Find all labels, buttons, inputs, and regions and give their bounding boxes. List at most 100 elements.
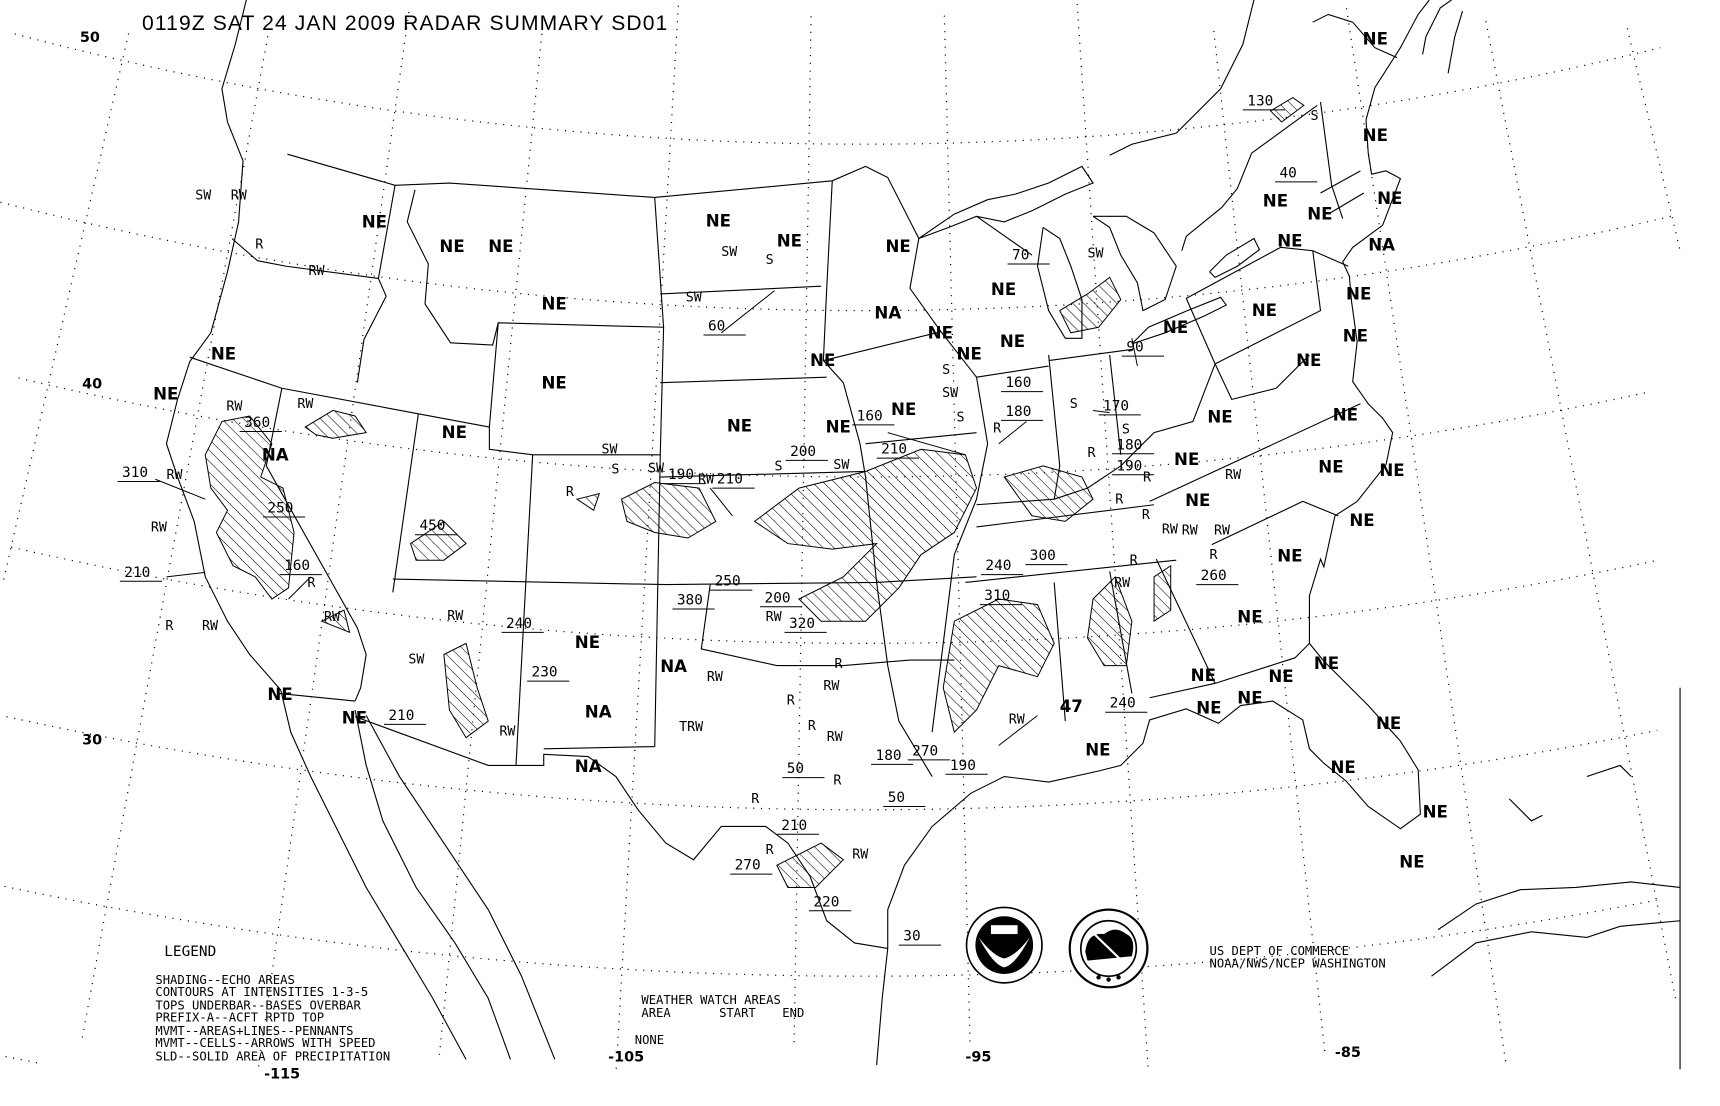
echo-top-value: 170 — [1103, 398, 1129, 414]
echo-top-value: 240 — [1110, 696, 1136, 712]
coverage-code: NE — [1185, 491, 1210, 510]
precip-type-code: SW — [195, 189, 211, 204]
coverage-code: NE — [1296, 351, 1321, 370]
coverage-code: NE — [1163, 318, 1188, 337]
echo-area — [409, 520, 467, 561]
state-boundary — [543, 454, 661, 750]
longitude-line — [615, 5, 679, 1069]
precip-type-code: RW — [324, 610, 340, 625]
echo-area — [620, 482, 717, 539]
echo-top-value: 220 — [813, 894, 839, 910]
echo-top-value: 180 — [1116, 437, 1142, 453]
precip-type-code: RW — [499, 724, 515, 739]
legend-line: PREFIX-A--ACFT RPTD TOP — [155, 1011, 324, 1025]
state-boundary — [660, 470, 866, 478]
state-boundary — [1319, 101, 1344, 219]
latitude-label: 50 — [80, 30, 100, 46]
coverage-code: NE — [1263, 191, 1288, 210]
leader-line — [998, 421, 1027, 445]
precip-type-code: R — [833, 773, 841, 788]
state-boundary — [277, 692, 356, 702]
longitude-line — [3, 27, 131, 580]
echo-top-value: 210 — [124, 565, 150, 581]
coverage-code: NE — [153, 384, 178, 403]
coverage-code: NA — [874, 303, 901, 322]
coverage-code: NE — [1343, 327, 1368, 346]
echo-area — [1086, 575, 1133, 667]
coverage-code: NE — [542, 295, 567, 314]
echo-top-value: 260 — [1201, 568, 1227, 584]
precip-type-code: SW — [648, 462, 664, 477]
coverage-code: NA — [262, 445, 289, 464]
coastline — [165, 0, 467, 1060]
coverage-code: NE — [1277, 231, 1302, 250]
leader-line — [709, 487, 733, 517]
coverage-code: NE — [727, 417, 752, 436]
coverage-code: NE — [542, 373, 567, 392]
coastline — [1508, 798, 1543, 822]
echo-top-value: 180 — [1005, 404, 1031, 420]
state-boundary — [823, 331, 942, 362]
coverage-code: NE — [1314, 654, 1339, 673]
echo-area — [304, 409, 368, 439]
coverage-code: NE — [1237, 607, 1262, 626]
precip-type-code: S — [942, 363, 950, 378]
precip-type-code: RW — [823, 679, 839, 694]
coverage-code: NA — [1368, 236, 1395, 255]
coastline — [365, 715, 556, 1060]
lake-shoreline — [1036, 226, 1083, 339]
lake-shoreline — [1209, 237, 1261, 279]
lake-shoreline — [1131, 296, 1228, 345]
state-boundary — [909, 238, 989, 733]
map-title: 0119Z SAT 24 JAN 2009 RADAR SUMMARY SD01 — [142, 12, 668, 35]
coverage-code: NE — [575, 633, 600, 652]
precip-type-code: S — [766, 253, 774, 268]
echo-top-value: 210 — [881, 442, 907, 458]
precip-type-code: S — [1070, 397, 1078, 412]
latitude-line — [0, 201, 1673, 312]
watch-heading: WEATHER WATCH AREAS — [641, 993, 780, 1007]
state-boundary — [1312, 250, 1349, 267]
echo-area — [575, 492, 600, 512]
coverage-code: NE — [991, 280, 1016, 299]
coverage-code: NE — [362, 212, 387, 231]
coastline — [1312, 13, 1398, 59]
precip-type-code: RW — [202, 619, 218, 634]
state-boundary — [515, 454, 534, 766]
lake-shoreline — [1181, 152, 1253, 251]
cell-movement-arrow — [998, 715, 1038, 746]
coastline — [1586, 764, 1632, 778]
echo-top-value: 190 — [1116, 458, 1142, 474]
precip-type-code: RW — [308, 264, 324, 279]
legend-line: SHADING--ECHO AREAS — [155, 973, 294, 987]
precip-type-code: SW — [833, 458, 849, 473]
legend-line: TOPS UNDERBAR--BASES OVERBAR — [155, 998, 361, 1012]
state-boundary — [1149, 643, 1310, 699]
echo-area — [753, 448, 978, 622]
coverage-code: NE — [1379, 461, 1404, 480]
longitude-line — [1076, 3, 1149, 1067]
precip-type-code: R — [751, 792, 759, 807]
coverage-code: NE — [1207, 408, 1232, 427]
state-boundary — [1149, 403, 1361, 502]
echo-area — [204, 415, 295, 600]
coverage-code: NE — [1085, 740, 1110, 759]
nws-logo — [1068, 908, 1149, 989]
agency-line: NOAA/NWS/NCEP WASHINGTON — [1210, 956, 1386, 970]
coverage-code: NE — [928, 323, 953, 342]
noaa-logo — [965, 906, 1043, 984]
latitude-line — [4, 885, 1657, 977]
state-boundary — [1320, 170, 1361, 194]
coverage-code: NE — [1376, 714, 1401, 733]
echo-top-value: 160 — [284, 558, 310, 574]
echo-top-value: 190 — [668, 467, 694, 483]
precip-type-code: S — [957, 411, 965, 426]
agency-line: US DEPT OF COMMERCE — [1210, 944, 1349, 958]
longitude-label: -85 — [1335, 1045, 1361, 1061]
precip-type-code: R — [834, 657, 842, 672]
coastline — [1447, 10, 1464, 74]
coastline — [1422, 0, 1452, 55]
leader-line — [1131, 338, 1138, 367]
echo-top-value: 40 — [1279, 165, 1296, 181]
state-boundary — [1211, 500, 1339, 546]
